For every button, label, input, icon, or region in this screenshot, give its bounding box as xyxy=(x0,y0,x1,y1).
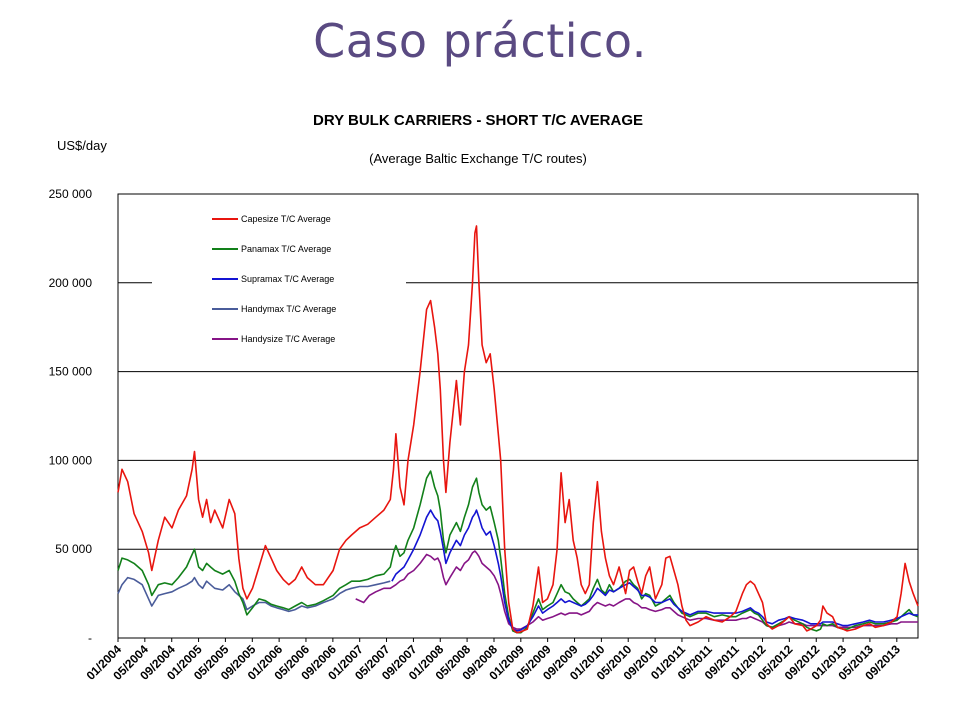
y-axis: - 50 000 100 000 150 000 200 000 250 000 xyxy=(49,187,93,645)
chart-subtitle: (Average Baltic Exchange T/C routes) xyxy=(369,151,587,166)
legend: Capesize T/C Average Panamax T/C Average S… xyxy=(152,205,406,355)
series-group xyxy=(117,225,919,634)
chart-title: DRY BULK CARRIERS - SHORT T/C AVERAGE xyxy=(313,112,643,129)
series-line-panamax xyxy=(117,470,919,634)
y-axis-label: US$/day xyxy=(57,138,107,153)
plot-area xyxy=(117,193,919,639)
legend-label: Capesize T/C Average xyxy=(241,214,331,224)
legend-label: Handymax T/C Average xyxy=(241,304,336,314)
y-tick-label: 250 000 xyxy=(49,187,93,201)
y-tick-label: 50 000 xyxy=(55,542,92,556)
legend-box xyxy=(152,205,406,355)
y-tick-label: 150 000 xyxy=(49,365,93,379)
y-tick-label: 100 000 xyxy=(49,453,93,467)
x-axis: 01/200405/200409/200401/200505/200509/20… xyxy=(84,638,903,683)
legend-label: Panamax T/C Average xyxy=(241,244,331,254)
series-line-supramax xyxy=(391,509,918,632)
series-line-handysize xyxy=(355,550,918,630)
slide-title: Caso práctico. xyxy=(313,14,647,68)
legend-label: Supramax T/C Average xyxy=(241,274,334,284)
y-tick-label: 200 000 xyxy=(49,276,93,290)
y-tick-label: - xyxy=(88,631,92,645)
legend-label: Handysize T/C Average xyxy=(241,334,335,344)
series-line-capesize xyxy=(117,225,919,634)
